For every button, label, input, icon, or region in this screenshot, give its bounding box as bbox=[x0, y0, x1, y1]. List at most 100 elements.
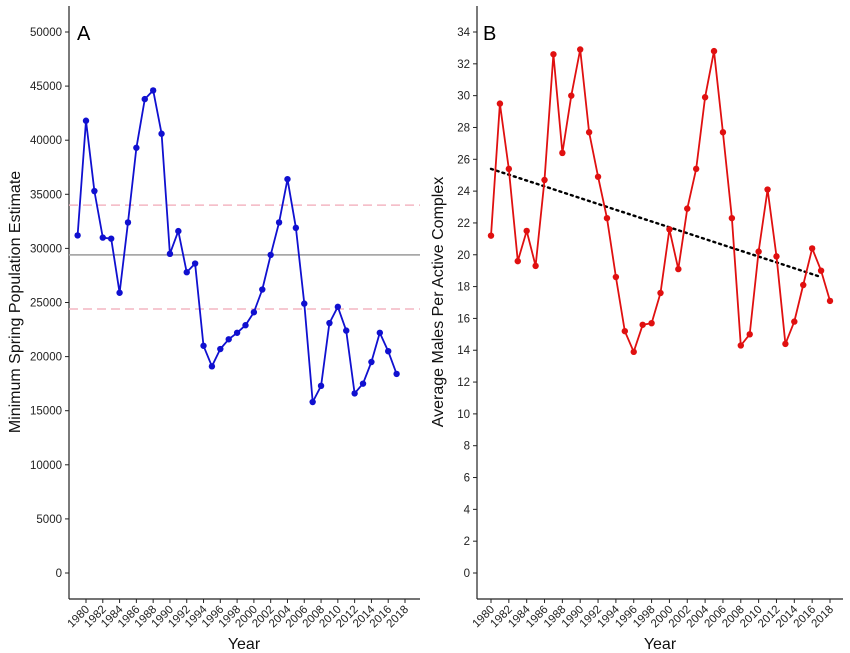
data-point bbox=[385, 347, 392, 355]
data-point bbox=[621, 327, 629, 335]
data-point bbox=[317, 382, 325, 390]
trend-line bbox=[489, 167, 823, 279]
y-tick-label: 15000 bbox=[30, 406, 62, 418]
data-point bbox=[817, 267, 825, 274]
data-point bbox=[359, 380, 367, 387]
panel-b-series bbox=[487, 46, 834, 356]
data-point bbox=[684, 205, 691, 212]
data-point bbox=[225, 336, 232, 343]
data-point bbox=[158, 130, 165, 137]
data-point bbox=[577, 46, 584, 53]
data-point bbox=[764, 186, 771, 193]
data-point bbox=[284, 175, 291, 183]
data-point bbox=[133, 144, 140, 151]
data-point bbox=[217, 345, 224, 353]
data-point bbox=[275, 219, 283, 226]
data-point bbox=[710, 47, 718, 55]
y-tick-label: 22 bbox=[457, 218, 470, 230]
y-tick-label: 28 bbox=[457, 122, 470, 134]
data-point bbox=[116, 289, 123, 296]
panel-a-series bbox=[74, 87, 400, 406]
y-tick-label: 25000 bbox=[30, 298, 62, 310]
panel-b-trend bbox=[489, 167, 823, 279]
data-point bbox=[666, 226, 673, 233]
data-point bbox=[175, 227, 182, 235]
data-point bbox=[166, 250, 174, 258]
y-tick-label: 6 bbox=[464, 473, 470, 485]
data-point bbox=[99, 234, 106, 241]
y-tick-label: 12 bbox=[457, 377, 470, 389]
data-point bbox=[800, 281, 807, 289]
data-point bbox=[568, 92, 575, 99]
data-point bbox=[82, 117, 90, 124]
data-point bbox=[326, 319, 333, 327]
data-point bbox=[657, 289, 664, 297]
data-point bbox=[292, 224, 300, 232]
y-tick-label: 0 bbox=[464, 568, 470, 580]
series-line bbox=[490, 48, 831, 353]
y-tick-label: 5000 bbox=[36, 514, 62, 526]
data-point bbox=[585, 129, 593, 136]
data-point bbox=[692, 165, 700, 173]
data-point bbox=[541, 176, 548, 184]
data-point bbox=[343, 327, 350, 334]
data-point bbox=[191, 260, 199, 267]
y-tick-label: 30000 bbox=[30, 243, 62, 255]
y-tick-label: 34 bbox=[457, 27, 470, 39]
data-point bbox=[826, 297, 834, 305]
data-point bbox=[773, 253, 780, 260]
y-tick-label: 20 bbox=[457, 250, 470, 262]
y-tick-label: 0 bbox=[56, 568, 62, 580]
data-point bbox=[701, 94, 709, 101]
series-line bbox=[76, 89, 398, 403]
y-tick-label: 18 bbox=[457, 282, 470, 294]
data-point bbox=[505, 165, 513, 173]
data-point bbox=[368, 358, 375, 366]
y-tick-label: 26 bbox=[457, 154, 470, 166]
data-point bbox=[550, 51, 557, 58]
data-point bbox=[74, 232, 81, 239]
panel-b-x-ticks: 1980198219841986198819901992199419961998… bbox=[471, 599, 836, 630]
panel-a-tag: A bbox=[77, 23, 91, 45]
data-point bbox=[107, 235, 115, 242]
data-point bbox=[755, 248, 762, 255]
panel-a-y-ticks: 0 5000 10000 15000 20000 25000 30000 35000 40000… bbox=[30, 27, 69, 580]
data-point bbox=[719, 129, 727, 136]
y-tick-label: 8 bbox=[464, 441, 470, 453]
data-point bbox=[301, 300, 308, 307]
data-point bbox=[496, 100, 504, 107]
data-point bbox=[648, 319, 655, 327]
y-tick-label: 45000 bbox=[30, 81, 62, 93]
y-tick-label: 35000 bbox=[30, 189, 62, 201]
data-point bbox=[91, 187, 98, 195]
data-point bbox=[523, 227, 530, 235]
data-point bbox=[782, 340, 789, 348]
panel-a-y-title: Minimum Spring Population Estimate bbox=[7, 171, 24, 433]
data-point bbox=[124, 219, 132, 226]
y-tick-label: 24 bbox=[457, 186, 470, 198]
y-tick-label: 10 bbox=[457, 409, 470, 421]
panel-a-x-ticks: 1980198219841986198819901992199419961998… bbox=[66, 599, 411, 630]
data-point bbox=[376, 329, 384, 336]
data-point bbox=[141, 95, 148, 103]
y-tick-label: 40000 bbox=[30, 135, 62, 147]
data-point bbox=[334, 303, 342, 311]
data-point bbox=[808, 245, 816, 252]
panel-a: 0 5000 10000 15000 20000 25000 30000 35000 40000… bbox=[7, 6, 420, 653]
y-tick-label: 30 bbox=[457, 91, 470, 103]
data-point bbox=[393, 370, 400, 378]
panel-a-reference-lines bbox=[69, 204, 420, 310]
y-tick-label: 16 bbox=[457, 313, 470, 325]
data-point bbox=[612, 273, 620, 281]
data-point bbox=[183, 269, 190, 276]
data-point bbox=[233, 329, 241, 336]
data-point bbox=[639, 321, 646, 328]
data-point bbox=[259, 286, 266, 293]
data-point bbox=[250, 309, 258, 316]
data-point bbox=[737, 342, 744, 349]
data-point bbox=[603, 214, 611, 222]
y-tick-label: 4 bbox=[464, 504, 471, 516]
